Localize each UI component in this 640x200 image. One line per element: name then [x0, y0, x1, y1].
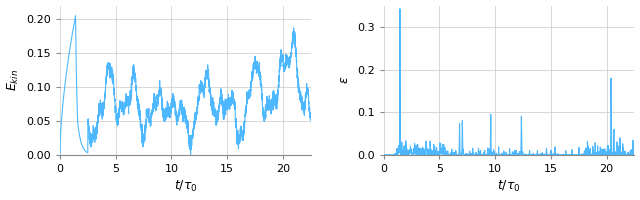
X-axis label: $t/\tau_0$: $t/\tau_0$	[497, 179, 521, 194]
X-axis label: $t/\tau_0$: $t/\tau_0$	[173, 179, 197, 194]
Y-axis label: $\varepsilon$: $\varepsilon$	[339, 76, 351, 84]
Y-axis label: $E_{kin}$: $E_{kin}$	[6, 69, 20, 91]
